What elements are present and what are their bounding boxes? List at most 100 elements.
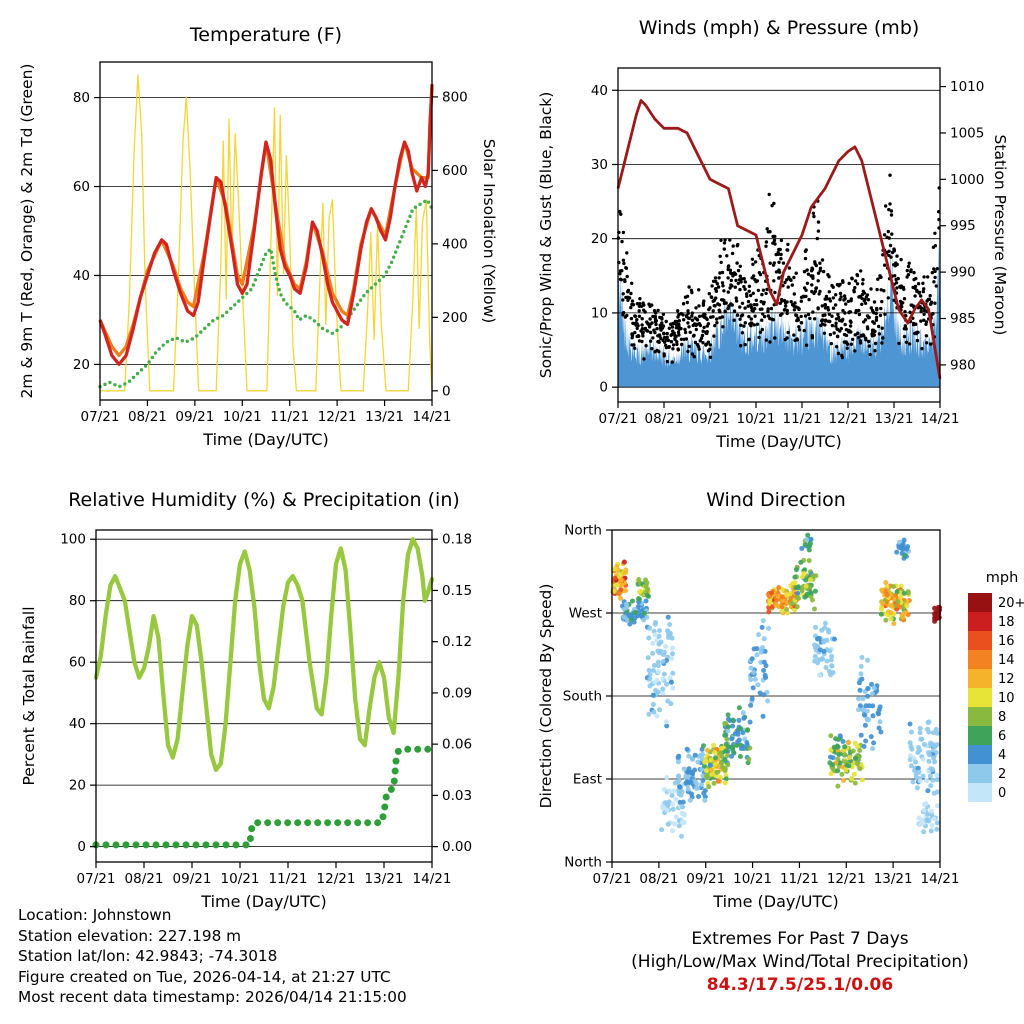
gust-dot [839,295,843,299]
wind-dir-dot [879,606,885,612]
winds-pressure-chart: 07/21 08/21 09/21 10/21 11/21 12/21 13/21 14/21… [591,67,984,427]
wind-dir-dot [878,611,884,617]
gust-dot [831,306,836,310]
wind-dir-dot [761,636,767,642]
station-location: Location: Johnstown [18,906,172,924]
wind-dir-dot [762,648,768,654]
x-tick-label: 10/21 [221,871,260,887]
gust-dot [764,291,768,296]
wind-dir-dot [655,659,661,665]
gust-dot [824,294,829,299]
wind-dir-dot [704,775,710,781]
gust-dot [717,303,722,307]
gust-dot [646,329,650,333]
gust-dot [883,263,887,267]
wind-dir-dot [683,773,689,779]
gust-dot [738,317,742,321]
gust-dot [772,238,777,243]
wind-dir-dot [667,622,673,627]
gust-dot [773,234,777,239]
gust-dot [665,359,669,364]
wind-dir-dot [813,624,818,630]
gust-dot [680,342,684,347]
legend-swatch [968,631,992,650]
legend-swatch [968,669,992,688]
wind-dir-dot [932,605,938,611]
gust-dot [753,260,758,264]
temperature-title: Temperature (F) [189,24,343,46]
gust-dot [761,288,766,292]
wind-dir-dot [651,662,657,668]
wind-dir-dot [931,755,936,761]
wind-dir-dot [655,663,661,669]
wind-dir-dot [621,559,627,565]
wind-dir-dot [870,703,876,709]
y-tick-left-label: 0 [599,380,608,396]
temperature-ylabel-right: Solar Insolation (Yellow) [480,138,498,324]
wind-dir-dot [921,829,927,835]
gust-dot [804,288,808,292]
wind-dir-dot [660,676,666,682]
gust-dot [921,281,925,285]
gust-dot [892,249,896,253]
wind-dir-dot [744,740,750,745]
gust-dot [650,321,654,325]
gust-dot [887,236,891,240]
wind-dir-dot [751,670,757,675]
gust-dot [893,274,897,278]
wind-dir-dot [675,779,681,785]
wind-dir-dot [871,740,877,746]
gust-dot [686,309,690,313]
gust-dot [747,337,751,342]
x-tick-label: 13/21 [365,409,404,425]
gust-dot [754,298,758,302]
wind-dir-dot [921,741,927,747]
wind-dir-dot [761,659,767,665]
gust-dot [766,314,771,318]
wind-dir-dot [823,665,829,670]
gust-dot [669,333,673,337]
wind-dir-dot [934,826,940,832]
gust-dot [729,278,733,283]
x-tick-label: 09/21 [686,871,725,887]
wind-dir-dot [891,621,897,627]
gust-dot [849,299,853,303]
figure-created-line: Figure created on Tue, 2026-04-14, at 21… [18,967,391,986]
gust-dot [685,294,690,298]
wind-dir-dot [715,778,721,784]
wind-dir-dot [663,643,669,649]
y-tick-right-label: 0.15 [442,583,472,599]
wind-dir-dot [736,705,742,711]
gust-dot [814,286,819,290]
wind-dir-dot [665,614,671,620]
wind-dir-dot [654,713,660,719]
gust-dot [792,308,797,312]
wind-dir-dot [725,712,731,718]
y-tick-right-label: 980 [950,357,976,373]
y-tick-left-label: East [573,772,602,788]
gust-dot [830,314,834,318]
gust-dot [796,306,800,310]
rh-precip-title: Relative Humidity (%) & Precipitation (i… [68,489,460,511]
gust-dot [862,291,867,295]
y-tick-right-label: 990 [950,265,976,281]
wind-dir-dot [699,782,705,787]
wind-dir-dot [660,690,666,696]
gust-dot [766,307,770,311]
legend-label: 18 [998,615,1015,630]
gust-dot [933,275,937,280]
gust-dot [882,289,886,293]
gust-dot [907,342,912,346]
wind-dir-dot [675,759,681,765]
x-tick-label: 10/21 [737,411,776,427]
gust-dot [711,309,715,313]
wind-dir-dot [670,645,675,651]
gust-dot [714,289,719,293]
wind-dir-dot [765,698,771,704]
gust-dot [719,238,723,242]
wind-dir-dot [851,771,857,777]
wind-dir-dot [934,772,940,778]
wind-dir-dot [877,704,883,710]
gust-dot [750,257,755,261]
gust-dot [853,349,857,353]
